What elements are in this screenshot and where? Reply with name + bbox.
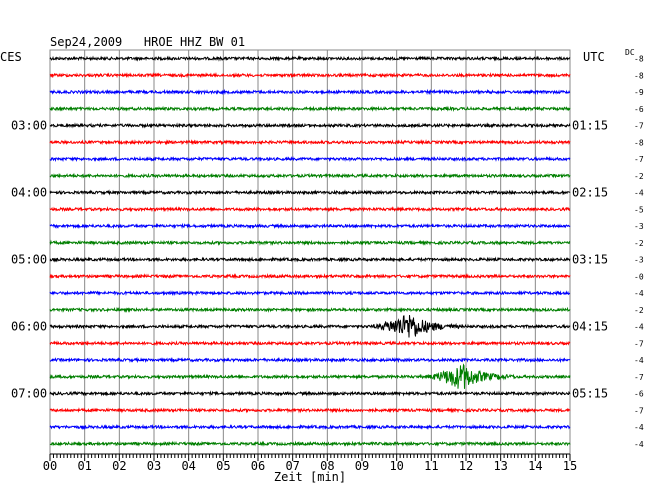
- dc-offset-label: -0: [634, 272, 644, 281]
- seismic-traces: [49, 55, 571, 447]
- x-tick-label: 03: [147, 459, 161, 473]
- trace-row-19: [49, 356, 571, 364]
- dc-offset-label: -3: [634, 256, 644, 265]
- trace-row-20: [49, 363, 571, 389]
- dc-offset-label: -7: [634, 122, 644, 131]
- left-hour-label: 06:00: [11, 320, 47, 334]
- trace-row-8: [49, 172, 571, 179]
- trace-row-14: [49, 273, 571, 280]
- left-hour-label: 04:00: [11, 186, 47, 200]
- left-timezone-label: CES: [0, 50, 22, 64]
- trace-row-2: [49, 72, 571, 79]
- dc-offset-label: -2: [634, 306, 644, 315]
- dc-offset-label: -3: [634, 222, 644, 231]
- trace-row-1: [49, 55, 571, 62]
- trace-row-9: [49, 189, 571, 196]
- x-tick-label: 01: [77, 459, 91, 473]
- x-tick-label: 00: [43, 459, 57, 473]
- trace-row-18: [49, 340, 571, 347]
- dc-offset-label: -4: [634, 440, 644, 449]
- trace-row-24: [49, 440, 571, 447]
- trace-row-12: [49, 239, 571, 246]
- dc-offset-label: -4: [634, 189, 644, 198]
- dc-offset-label: -6: [634, 390, 644, 399]
- x-tick-label: 02: [112, 459, 126, 473]
- dc-offset-label: -4: [634, 323, 644, 332]
- x-tick-label: 05: [216, 459, 230, 473]
- dc-offset-label: -7: [634, 155, 644, 164]
- right-hour-label: 05:15: [572, 387, 608, 401]
- dc-offset-label: -5: [634, 205, 644, 214]
- x-tick-label: 11: [424, 459, 438, 473]
- dc-offset-label: -2: [634, 172, 644, 181]
- x-tick-label: 06: [251, 459, 265, 473]
- trace-row-5: [49, 122, 571, 129]
- dc-offset-label: -7: [634, 406, 644, 415]
- chart-title: Sep24,2009 HROE HHZ BW 01: [50, 35, 245, 49]
- hour-labels: 03:00 04:00 05:00 06:00 07:00 01:15 02:15 03:15…: [11, 119, 608, 401]
- left-hour-label: 03:00: [11, 119, 47, 133]
- x-tick-label: 10: [389, 459, 403, 473]
- trace-row-3: [49, 88, 571, 96]
- trace-row-23: [49, 423, 571, 431]
- x-tick-label: 07: [285, 459, 299, 473]
- x-tick-label: 04: [181, 459, 195, 473]
- dc-header-label: DC: [625, 48, 635, 57]
- x-tick-label: 08: [320, 459, 334, 473]
- trace-row-10: [49, 206, 571, 213]
- left-hour-label: 05:00: [11, 253, 47, 267]
- x-axis: 00 01 02 03 04 05 06 07 08 09 10 11 12 13 14 15: [43, 453, 577, 473]
- dc-offset-label: -9: [634, 88, 644, 97]
- trace-row-17: [49, 315, 571, 338]
- right-hour-label: 04:15: [572, 320, 608, 334]
- dc-offset-label: -8: [634, 55, 644, 64]
- right-hour-label: 01:15: [572, 119, 608, 133]
- trace-row-4: [49, 105, 571, 112]
- x-tick-label: 09: [355, 459, 369, 473]
- plot-grid: [49, 49, 571, 455]
- right-hour-label: 03:15: [572, 253, 608, 267]
- trace-row-22: [49, 407, 571, 414]
- dc-offset-label: -4: [634, 289, 644, 298]
- trace-row-11: [49, 222, 571, 230]
- x-axis-label: Zeit [min]: [274, 470, 346, 484]
- dc-offset-label: -6: [634, 105, 644, 114]
- trace-row-16: [49, 306, 571, 313]
- right-hour-label: 02:15: [572, 186, 608, 200]
- dc-offsets: -8 -8 -9 -6 -7 -8 -7 -2 -4 -5 -3 -2 -3 -0 -4 -2 -4 -7 -4 -7…: [634, 55, 644, 449]
- dc-offset-label: -4: [634, 356, 644, 365]
- dc-offset-label: -8: [634, 71, 644, 80]
- x-tick-label: 14: [528, 459, 542, 473]
- left-hour-label: 07:00: [11, 387, 47, 401]
- dc-offset-label: -8: [634, 138, 644, 147]
- trace-row-6: [49, 139, 571, 146]
- x-tick-label: 12: [459, 459, 473, 473]
- trace-row-21: [49, 390, 571, 397]
- trace-row-7: [49, 155, 571, 163]
- x-tick-label: 13: [493, 459, 507, 473]
- dc-offset-label: -4: [634, 423, 644, 432]
- right-timezone-label: UTC: [583, 50, 605, 64]
- dc-offset-label: -7: [634, 339, 644, 348]
- dc-offset-label: -2: [634, 239, 644, 248]
- x-tick-label: 15: [563, 459, 577, 473]
- dc-offset-label: -7: [634, 373, 644, 382]
- trace-row-13: [49, 256, 571, 263]
- trace-row-15: [49, 289, 571, 297]
